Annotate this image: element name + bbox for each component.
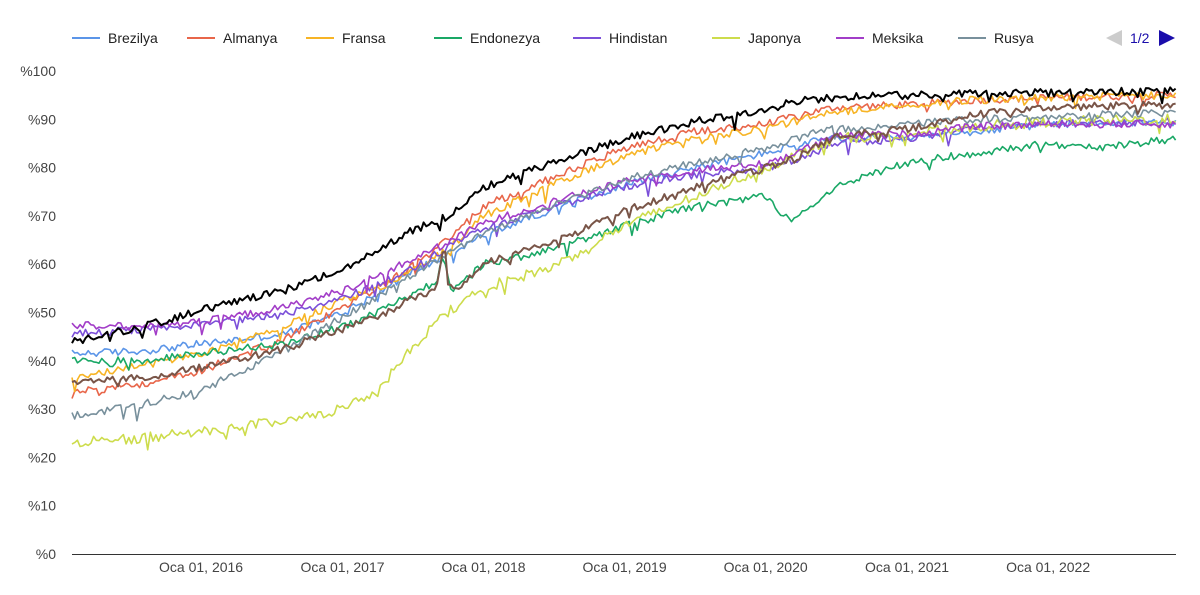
series-line [71,86,1177,345]
x-tick-label: Oca 01, 2016 [159,559,243,575]
legend-item-label[interactable]: Almanya [223,30,278,46]
series-line [71,135,1177,371]
y-tick-label: %50 [28,305,56,321]
y-tick-label: %60 [28,256,56,272]
legend-item-label[interactable]: Hindistan [609,30,667,46]
y-tick-label: %0 [36,546,56,562]
legend-item-label[interactable]: Meksika [872,30,924,46]
pager-next-icon[interactable] [1159,30,1175,46]
series-line [71,91,1177,393]
y-tick-label: %40 [28,353,56,369]
y-tick-label: %70 [28,208,56,224]
series-line [71,109,1176,422]
pager-label: 1/2 [1130,30,1150,46]
series-lines [71,86,1177,451]
legend-pager[interactable]: 1/2 [1106,30,1175,46]
y-axis: %0 %10 %20 %30 %40 %50 %60 %70 %80 %90 %100 [20,63,56,562]
x-tick-label: Oca 01, 2017 [300,559,384,575]
y-tick-label: %100 [20,63,56,79]
series-line [71,119,1177,336]
pager-prev-icon[interactable] [1106,30,1122,46]
x-tick-label: Oca 01, 2020 [724,559,808,575]
series-line [71,118,1177,358]
series-line [71,113,1176,451]
x-tick-label: Oca 01, 2021 [865,559,949,575]
legend: Brezilya Almanya Fransa Endonezya Hindistan J… [72,30,1034,46]
legend-item-label[interactable]: Rusya [994,30,1034,46]
series-line [71,117,1176,338]
series-line [71,100,1176,388]
y-tick-label: %20 [28,449,56,465]
y-tick-label: %90 [28,111,56,127]
y-tick-label: %10 [28,498,56,514]
x-tick-label: Oca 01, 2019 [583,559,667,575]
x-tick-label: Oca 01, 2022 [1006,559,1090,575]
legend-item-label[interactable]: Endonezya [470,30,540,46]
legend-item-label[interactable]: Brezilya [108,30,158,46]
legend-item-label[interactable]: Japonya [748,30,801,46]
x-tick-label: Oca 01, 2018 [442,559,526,575]
series-line [71,91,1176,399]
y-tick-label: %80 [28,160,56,176]
y-tick-label: %30 [28,401,56,417]
x-axis: Oca 01, 2016 Oca 01, 2017 Oca 01, 2018 Oca … [159,559,1090,575]
legend-item-label[interactable]: Fransa [342,30,386,46]
